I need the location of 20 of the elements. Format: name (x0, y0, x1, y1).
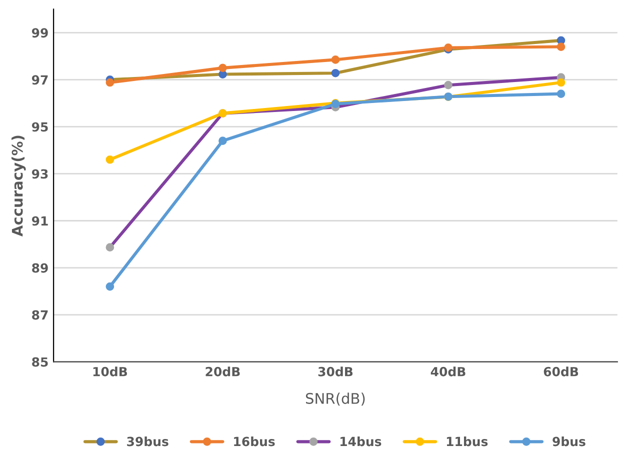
x-tick-label: 60dB (544, 366, 578, 376)
legend-label: 16bus (234, 436, 275, 446)
y-tick-label: 87 (32, 310, 48, 320)
y-tick-label: 91 (32, 216, 48, 226)
legend-label: 39bus (127, 436, 168, 446)
y-tick-label: 89 (32, 263, 48, 273)
legend-label: 11bus (446, 436, 488, 446)
x-tick-label: 40dB (430, 366, 466, 376)
y-axis-title: Accuracy(%) (12, 136, 26, 236)
legend-label: 14bus (340, 436, 382, 446)
y-tick-label: 95 (32, 122, 48, 132)
y-tick-label: 99 (32, 28, 48, 38)
x-tick-label: 30dB (318, 366, 353, 376)
y-tick-label: 93 (32, 169, 48, 179)
x-tick-label: 20dB (206, 366, 240, 376)
legend-label: 9bus (552, 436, 586, 446)
x-tick-label: 10dB (93, 366, 127, 376)
x-axis-title: SNR(dB) (306, 392, 365, 406)
y-tick-label: 97 (32, 75, 48, 85)
y-tick-label: 85 (32, 357, 48, 367)
